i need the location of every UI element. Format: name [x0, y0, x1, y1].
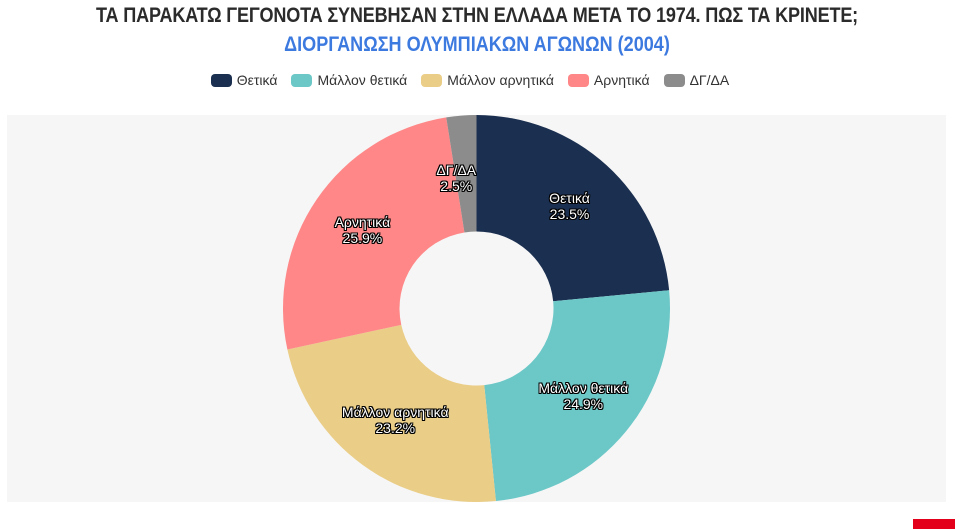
legend-swatch-icon	[210, 73, 232, 87]
slice-label: Μάλλον θετικά 24.9%	[538, 380, 628, 412]
slice-label: Μάλλον αρνητικά 23.2%	[342, 404, 449, 436]
slice-label-value: 23.5%	[549, 206, 590, 223]
legend-swatch-icon	[663, 73, 685, 87]
legend-label: ΔΓ/ΔΑ	[689, 72, 730, 88]
slice-label: ΔΓ/ΔΑ 2.5%	[436, 162, 476, 194]
legend-swatch-icon	[567, 73, 589, 87]
slice-label: Αρνητικά 25.9%	[335, 214, 391, 246]
legend-label: Αρνητικά	[593, 72, 650, 88]
slice-label-name: ΔΓ/ΔΑ	[436, 162, 477, 179]
slice-label-name: Αρνητικά	[334, 214, 391, 231]
slice-dont-know[interactable]	[446, 115, 477, 233]
legend-swatch-icon	[421, 73, 443, 87]
legend-item-rather-positive[interactable]: Μάλλον θετικά	[291, 72, 407, 88]
slice-negative[interactable]	[283, 117, 465, 350]
legend-label: Μάλλον θετικά	[317, 72, 408, 88]
slice-label: Θετικά 23.5%	[549, 190, 590, 222]
slice-label-value: 24.9%	[563, 396, 604, 413]
slice-label-name: Μάλλον θετικά	[538, 380, 629, 397]
brand-logo	[913, 519, 955, 529]
legend-swatch-icon	[291, 73, 313, 87]
slice-rather-positive[interactable]	[484, 290, 670, 502]
donut-chart	[283, 115, 670, 502]
legend-item-dont-know[interactable]: ΔΓ/ΔΑ	[663, 72, 730, 88]
slice-label-value: 2.5%	[440, 178, 473, 195]
slice-label-name: Μάλλον αρνητικά	[341, 404, 449, 421]
plot-area: Θετικά 23.5% Μάλλον θετικά 24.9% Μάλλον αρνη…	[7, 115, 946, 502]
legend-label: Θετικά	[236, 72, 278, 88]
legend-item-rather-negative[interactable]: Μάλλον αρνητικά	[421, 72, 554, 88]
chart-subtitle: ΔΙΟΡΓΑΝΩΣΗ ΟΛΥΜΠΙΑΚΩΝ ΑΓΩΝΩΝ (2004)	[284, 33, 670, 56]
slice-label-value: 23.2%	[375, 420, 416, 437]
slice-label-value: 25.9%	[342, 230, 383, 247]
legend-item-positive[interactable]: Θετικά	[210, 72, 278, 88]
slice-positive[interactable]	[476, 115, 670, 302]
legend-item-negative[interactable]: Αρνητικά	[567, 72, 650, 88]
chart-title: ΤΑ ΠΑΡΑΚΑΤΩ ΓΕΓΟΝΟΤΑ ΣΥΝΕΒΗΣΑΝ ΣΤΗΝ ΕΛΛΑ…	[95, 4, 859, 27]
chart-legend: Θετικά Μάλλον θετικά Μάλλον αρνητικά Αρν…	[0, 72, 940, 88]
slice-rather-negative[interactable]	[287, 324, 496, 502]
slice-label-name: Θετικά	[549, 190, 590, 207]
legend-label: Μάλλον αρνητικά	[447, 72, 554, 88]
